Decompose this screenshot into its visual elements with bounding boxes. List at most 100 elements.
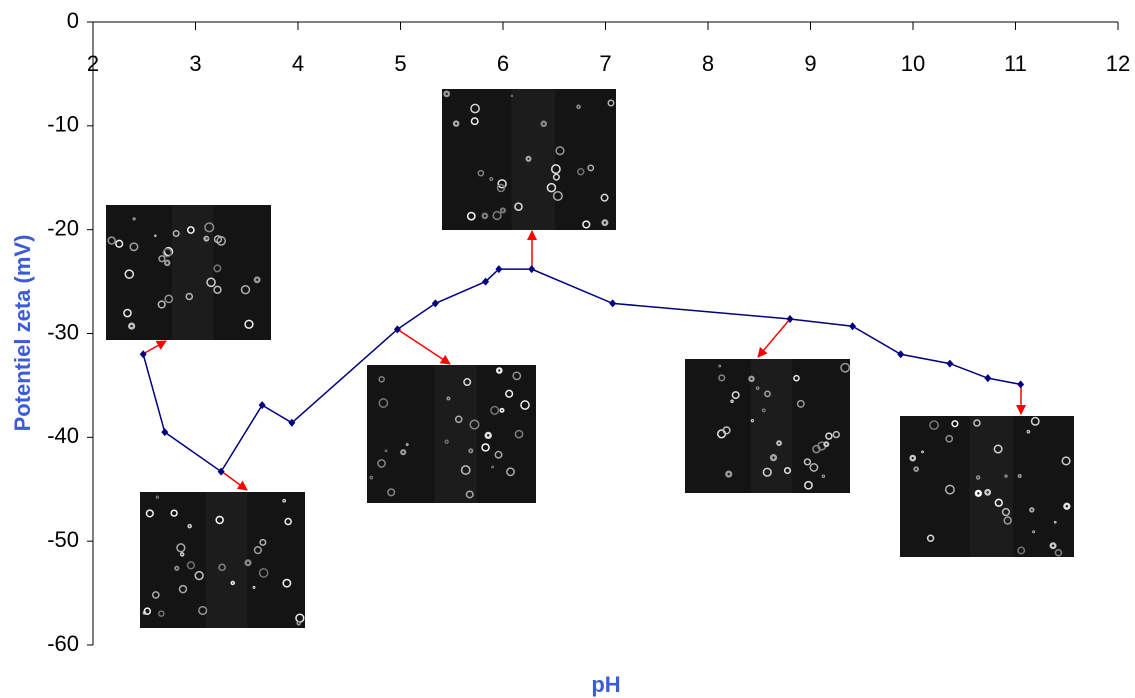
particle: [378, 376, 385, 383]
particle: [512, 371, 522, 381]
particle: [213, 264, 222, 273]
particle: [218, 563, 226, 572]
particle: [187, 523, 192, 529]
particle: [477, 169, 485, 177]
particle: [525, 155, 532, 162]
micrograph: [106, 205, 271, 340]
arrow: [757, 318, 791, 358]
particle: [722, 426, 731, 435]
particle: [185, 292, 194, 301]
x-tick-label: 5: [394, 51, 406, 76]
micrograph: [442, 89, 616, 230]
particle: [520, 400, 530, 410]
particle: [495, 367, 503, 374]
particle: [552, 173, 560, 181]
particle: [155, 495, 159, 499]
particle: [296, 621, 301, 626]
x-tick-label: 9: [804, 51, 816, 76]
arrow: [396, 328, 451, 365]
particle: [172, 229, 180, 238]
data-point: [946, 359, 954, 368]
particle: [929, 420, 939, 431]
particle: [576, 104, 581, 110]
particle: [466, 211, 476, 221]
particle: [803, 458, 812, 466]
data-point: [482, 277, 490, 286]
data-point: [161, 428, 169, 437]
particle: [1053, 520, 1057, 524]
particle: [550, 164, 561, 175]
particle: [1026, 429, 1031, 434]
particle: [823, 441, 830, 448]
particle: [452, 120, 460, 127]
particle: [468, 448, 474, 454]
particle: [951, 420, 959, 428]
particle: [163, 259, 171, 267]
particle: [514, 202, 523, 211]
particle: [497, 179, 507, 189]
particle: [244, 559, 252, 567]
particle: [481, 443, 490, 452]
particle: [1063, 502, 1071, 510]
particle: [377, 459, 386, 468]
particle: [282, 578, 292, 588]
particle: [158, 610, 165, 617]
x-tick-label: 4: [292, 51, 304, 76]
particle: [369, 475, 374, 480]
particle: [761, 408, 766, 413]
particle: [124, 269, 135, 279]
particle: [244, 319, 254, 329]
series-line: [142, 268, 1021, 473]
particle: [158, 255, 166, 263]
micrograph: [140, 492, 305, 628]
particle: [252, 585, 256, 589]
particle: [587, 164, 595, 172]
micrograph: [367, 365, 536, 503]
particle: [259, 538, 267, 546]
particle: [230, 580, 235, 586]
particle: [492, 210, 502, 221]
particle: [258, 568, 269, 578]
particle: [463, 378, 472, 387]
x-tick-label: 6: [497, 51, 509, 76]
particle: [154, 234, 157, 237]
y-tick-label: -20: [47, 215, 79, 240]
particle: [484, 431, 492, 440]
micrograph-glow: [434, 365, 477, 503]
particle: [499, 207, 506, 214]
x-axis-label: pH: [591, 672, 620, 697]
particle: [993, 444, 1003, 454]
particle: [510, 94, 514, 98]
particle: [470, 103, 480, 114]
particle: [944, 484, 955, 495]
micrograph: [900, 416, 1074, 557]
arrow: [220, 470, 248, 491]
particle: [783, 466, 792, 475]
particle: [505, 389, 514, 398]
particle: [123, 308, 132, 318]
particle: [821, 474, 826, 478]
particle: [387, 488, 396, 497]
particle: [496, 183, 506, 193]
particle: [725, 470, 733, 478]
particle: [132, 217, 136, 221]
particle: [769, 454, 778, 462]
particle: [994, 498, 1003, 507]
micrograph-glow: [511, 89, 556, 230]
particle: [213, 285, 222, 294]
particle: [163, 246, 174, 257]
data-point: [609, 299, 617, 308]
particle: [776, 440, 782, 446]
x-tick-label: 2: [87, 51, 99, 76]
y-tick-label: -40: [47, 423, 79, 448]
data-point: [139, 350, 147, 359]
particle: [282, 498, 287, 503]
y-tick-label: -50: [47, 527, 79, 552]
particle: [718, 364, 722, 368]
particle: [804, 480, 813, 490]
micrograph-glow: [206, 492, 248, 628]
particle: [600, 193, 609, 202]
particle: [179, 552, 185, 557]
